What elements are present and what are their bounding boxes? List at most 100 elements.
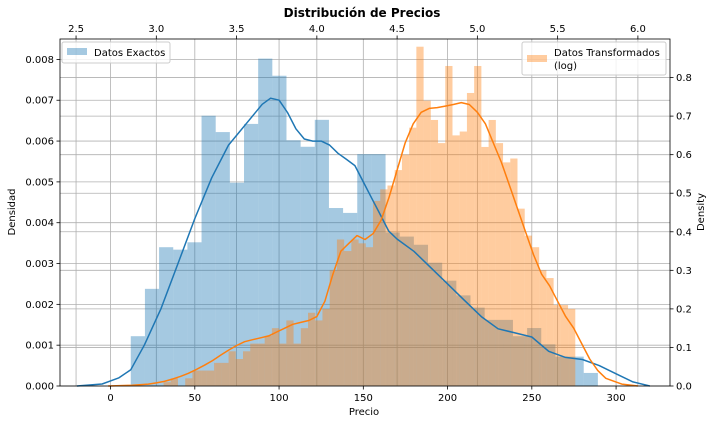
histogram-datos-transformados <box>163 46 576 386</box>
tick-label: 0.007 <box>25 96 54 107</box>
histogram-bar <box>373 200 381 386</box>
tick-label: 5.5 <box>550 24 566 35</box>
kde-line <box>108 101 638 387</box>
tick-label: 0 <box>107 393 113 404</box>
tick-label: 3.0 <box>148 24 164 35</box>
tick-label: 6.0 <box>630 24 646 35</box>
histogram-bar <box>293 343 301 386</box>
tick-label: 50 <box>188 393 201 404</box>
tick-label: 3.5 <box>229 24 245 35</box>
histogram-bar <box>173 249 188 386</box>
tick-label: 0.003 <box>25 259 54 270</box>
histogram-bar <box>445 65 453 386</box>
tick-label: 0.001 <box>25 341 54 352</box>
legend-frame <box>521 41 667 76</box>
tick: 300 <box>607 386 626 404</box>
histogram-bar <box>336 239 345 386</box>
histogram-bar <box>271 328 280 386</box>
x-axis-bottom-ticks: 0 50 100 150 200 250 300 <box>107 386 626 404</box>
tick-label: 250 <box>522 393 541 404</box>
histogram-bar <box>481 146 489 386</box>
histogram-bar <box>459 131 467 386</box>
histogram-bar <box>358 243 366 386</box>
histogram-bar <box>409 127 417 386</box>
histogram-bar <box>371 154 386 386</box>
legend-datos-exactos: Datos Exactos <box>61 41 171 64</box>
tick: 0.2 <box>670 304 692 315</box>
tick: 0.4 <box>670 227 692 238</box>
tick-label: 5.0 <box>469 24 485 35</box>
tick: 0.008 <box>25 55 60 66</box>
tick: 0.8 <box>670 73 692 84</box>
tick: 0.007 <box>25 96 60 107</box>
histogram-bar <box>495 143 504 386</box>
histogram-bar <box>452 135 460 386</box>
tick: 0.001 <box>25 341 60 352</box>
histogram-bar <box>428 262 443 386</box>
tick-label: 100 <box>270 393 289 404</box>
histogram-bar <box>380 189 388 386</box>
y-axis-left-label: Densidad <box>7 188 18 235</box>
tick: 0.5 <box>670 189 692 200</box>
histogram-bar <box>430 119 439 386</box>
histogram-bar <box>488 119 496 386</box>
histogram-bar <box>510 158 518 386</box>
histogram-bar <box>357 154 372 386</box>
grid-lines <box>60 39 670 387</box>
tick: 150 <box>354 386 373 404</box>
histogram-bar <box>243 351 251 386</box>
histogram-bar <box>456 295 471 386</box>
tick: 100 <box>270 386 289 404</box>
tick: 3.5 <box>229 24 245 39</box>
tick-label: 0.1 <box>676 343 692 354</box>
histogram-bar <box>170 378 178 386</box>
tick: 0.0 <box>670 382 692 393</box>
tick: 50 <box>188 386 201 404</box>
legend-label: Datos Transformados <box>554 48 660 59</box>
histogram-bar <box>130 336 145 386</box>
histogram-bar <box>201 115 216 387</box>
tick-label: 0.8 <box>676 73 692 84</box>
tick: 0.002 <box>25 300 60 311</box>
histogram-bar <box>344 251 352 386</box>
histogram-bar <box>308 312 316 386</box>
tick-label: 0.0 <box>676 382 692 393</box>
histogram-bar <box>399 236 414 386</box>
histogram-bar <box>329 270 337 386</box>
legend-frame <box>61 41 171 64</box>
histogram-bar <box>300 328 309 386</box>
histogram-bar <box>286 140 301 386</box>
histogram-bar <box>474 65 482 386</box>
histogram-bar <box>541 344 556 386</box>
tick: 2.5 <box>68 24 84 39</box>
histogram-bar <box>560 305 569 386</box>
tick: 200 <box>438 386 457 404</box>
histogram-bar <box>517 208 525 386</box>
tick-label: 0.004 <box>25 218 54 229</box>
y-axis-right-label: Density <box>696 193 707 231</box>
y-axis-right-ticks: 0.0 0.1 0.2 0.3 0.4 0.5 0.6 0.7 0.8 <box>670 73 692 393</box>
histogram-bar <box>258 58 273 386</box>
histogram-bar <box>343 212 358 386</box>
histogram-bar <box>401 154 410 386</box>
histogram-bar <box>159 247 174 386</box>
histogram-bar <box>250 343 258 386</box>
histogram-bar <box>539 270 547 386</box>
legend-swatch <box>67 48 87 55</box>
tick: 0 <box>107 386 114 404</box>
tick: 4.5 <box>389 24 405 39</box>
tick: 0.6 <box>670 150 692 161</box>
tick-label: 0.2 <box>676 304 692 315</box>
tick-label: 200 <box>438 393 457 404</box>
tick: 4.0 <box>309 24 325 39</box>
histogram-bar <box>442 280 457 386</box>
histogram-bar <box>235 359 243 386</box>
tick-label: 0.008 <box>25 55 54 66</box>
histogram-bar <box>484 319 499 386</box>
tick: 0.005 <box>25 177 60 188</box>
histogram-bar <box>546 278 554 386</box>
kde-curves <box>76 97 650 387</box>
kde-line <box>76 97 650 387</box>
histogram-bar <box>286 320 294 386</box>
tick: 0.000 <box>25 382 60 393</box>
